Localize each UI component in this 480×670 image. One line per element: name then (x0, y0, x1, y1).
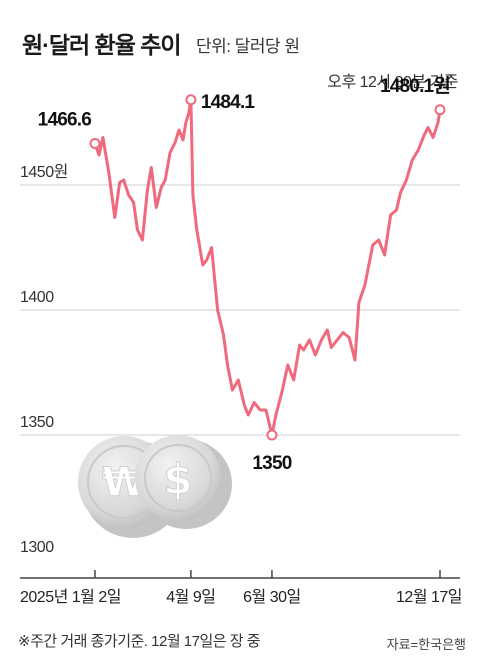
annotation-marker (434, 104, 446, 116)
time-basis-label: 오후 12시 30분 기준 (327, 74, 458, 91)
annotation-label: 1484.1 (201, 92, 256, 113)
footnote: ※주간 거래 종가기준. 12월 17일은 장 중 (18, 633, 261, 650)
annotation-label: 1350 (252, 453, 291, 474)
chart-title: 원·달러 환율 추이 (22, 32, 182, 58)
y-tick-label: 1400 (20, 289, 54, 306)
source-label: 자료=한국은행 (386, 637, 466, 652)
y-tick-label: 1350 (20, 414, 54, 431)
dollar-coin-icon: $ (135, 435, 232, 529)
annotation-marker (89, 138, 101, 149)
series-line (93, 98, 442, 437)
svg-text:$: $ (163, 455, 192, 504)
annotation-label: 1480.1원 (380, 75, 450, 97)
y-tick-label: 1450원 (20, 163, 68, 181)
x-tick-label: 6월 30일 (243, 588, 301, 606)
x-tick-label: 2025년 1월 2일 (20, 588, 121, 606)
annotation-label: 1466.6 (38, 110, 92, 131)
annotation-marker (266, 429, 278, 441)
series-line-layer (93, 98, 442, 437)
labels-layer: 1300 1350 1400 1450원 1466.6 1484.1 1350 1480.1원 (20, 75, 451, 556)
x-axis: 2025년 1월 2일 4월 9일 6월 30일 12월 17일 (20, 570, 463, 606)
y-tick-label: 1300 (20, 539, 54, 556)
x-tick-label: 12월 17일 (396, 588, 462, 606)
grid-lines (20, 184, 460, 436)
x-tick-label: 4월 9일 (166, 588, 215, 606)
unit-label: 단위: 달러당 원 (196, 37, 300, 56)
coins-illustration: ₩ $ (78, 435, 232, 538)
annotation-marker (185, 94, 197, 106)
